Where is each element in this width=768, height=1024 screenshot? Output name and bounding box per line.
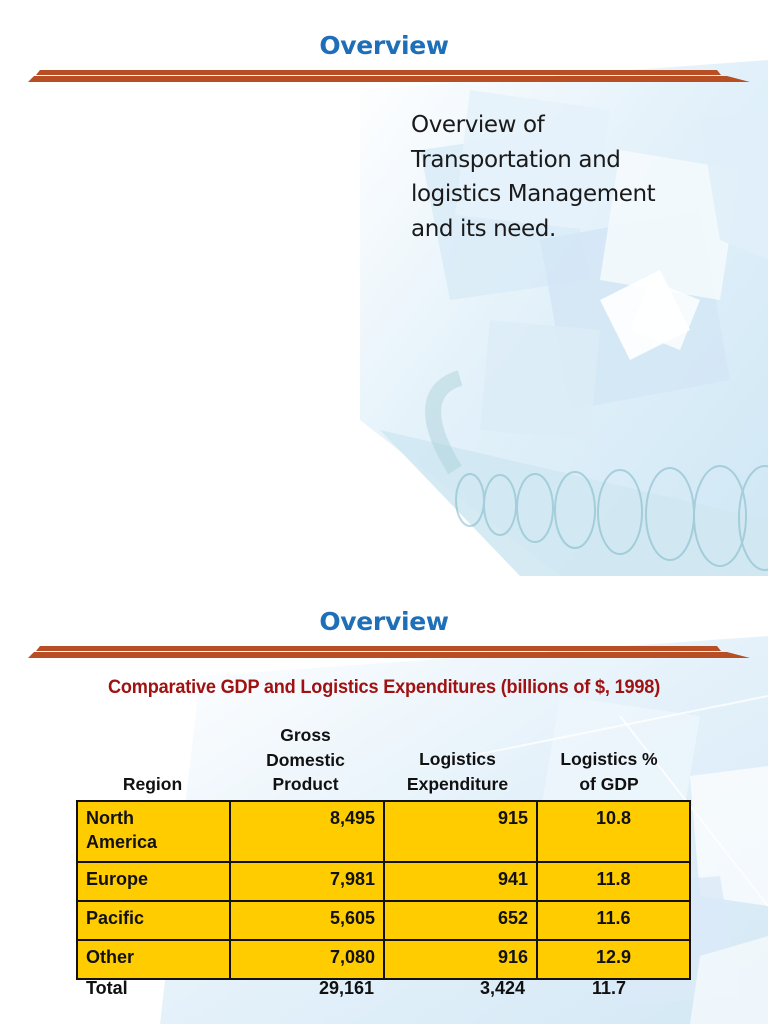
cell-region: Other	[76, 939, 231, 980]
table-row: Europe 7,981 941 11.8	[76, 861, 691, 902]
header-line: of GDP	[579, 773, 639, 794]
gdp-logistics-table: North America 8,495 915 10.8 Europe 7,981…	[76, 800, 691, 980]
body-line: and its need.	[411, 215, 556, 242]
body-line: Transportation and	[411, 146, 621, 173]
header-line: Expenditure	[406, 773, 509, 794]
cell-region: Europe	[76, 861, 231, 902]
cell-gdp: 5,605	[229, 900, 385, 941]
cell-logistics: 941	[383, 861, 538, 902]
header-line: Gross	[280, 725, 331, 745]
slide-1: Overview Overview of Transportation and …	[28, 31, 768, 576]
column-header-logistics-pct: Logistics % of GDP	[533, 747, 685, 796]
cell-pct: 11.8	[536, 861, 691, 902]
slide-title: Overview	[319, 607, 449, 636]
body-line: logistics Management	[411, 181, 656, 207]
total-gdp: 29,161	[318, 978, 374, 998]
cell-pct: 12.9	[536, 939, 691, 980]
column-header-region: Region	[76, 772, 229, 797]
cell-logistics: 916	[383, 939, 538, 980]
title-underline-bar	[28, 70, 750, 82]
header-line: Domestic	[266, 749, 345, 770]
table-row: North America 8,495 915 10.8	[76, 800, 691, 863]
body-line: Overview of	[411, 112, 545, 138]
column-header-gdp: Gross Domestic Product	[229, 723, 382, 797]
cell-pct: 10.8	[536, 800, 691, 863]
cell-region: Pacific	[76, 900, 231, 941]
cell-logistics: 652	[383, 900, 538, 941]
slide-2: Overview Comparative GDP and Logistics E…	[0, 576, 768, 1024]
table-row: Pacific 5,605 652 11.6	[76, 900, 691, 941]
header-line: Product	[272, 774, 339, 794]
total-label: Total	[86, 978, 128, 998]
cell-logistics: 915	[383, 800, 538, 863]
cell-gdp: 7,080	[229, 939, 385, 980]
cell-gdp: 8,495	[229, 800, 385, 863]
cell-pct: 11.6	[536, 900, 691, 941]
column-header-logistics-expenditure: Logistics Expenditure	[382, 747, 533, 796]
header-line: Logistics %	[560, 749, 658, 769]
title-underline-bar	[28, 646, 750, 658]
header-line: Region	[122, 774, 183, 794]
cell-region: North America	[76, 800, 231, 863]
slide-title: Overview	[319, 31, 449, 60]
cell-gdp: 7,981	[229, 861, 385, 902]
total-pct: 11.7	[591, 978, 627, 998]
background-decoration	[360, 60, 768, 576]
table-row: Other 7,080 916 12.9	[76, 939, 691, 980]
total-logistics: 3,424	[479, 978, 525, 998]
slide-body-text: Overview of Transportation and logistics…	[411, 108, 731, 246]
header-line: Logistics	[419, 749, 496, 769]
table-title: Comparative GDP and Logistics Expenditur…	[107, 676, 661, 698]
